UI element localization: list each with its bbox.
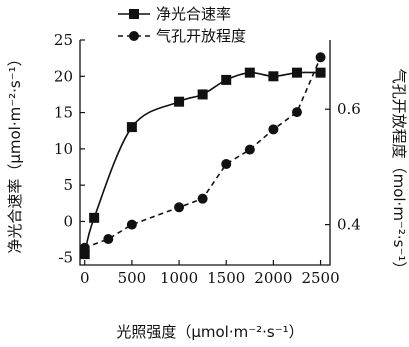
series-0-point [79, 249, 90, 260]
series-0-point [221, 74, 232, 85]
left-tick-label: 15 [54, 104, 73, 122]
right-tick-label: 0.6 [337, 100, 361, 118]
series-0-point [291, 67, 302, 78]
series-0-point [174, 96, 185, 107]
series-1-point [315, 52, 326, 63]
x-tick-label: 2000 [254, 269, 292, 287]
series-0-point [89, 212, 100, 223]
left-tick-label: 20 [54, 67, 73, 85]
chart-series [79, 52, 326, 260]
left-tick-label: 5 [63, 176, 73, 194]
series-0-point [315, 67, 326, 78]
right-axis-label: 气孔开放程度（mol·m⁻²·s⁻¹） [390, 69, 408, 277]
x-tick-label: 0 [80, 269, 90, 287]
chart-axis-labels: 光照强度（μmol·m⁻²·s⁻¹） 净光合速率（μmol·m⁻²·s⁻¹） 气孔开… [6, 51, 408, 341]
series-1-point [268, 124, 279, 135]
series-1-point [244, 144, 255, 155]
x-tick-label: 1000 [160, 269, 198, 287]
x-tick-label: 1500 [207, 269, 245, 287]
series-1-point [103, 234, 114, 245]
x-tick-label: 500 [118, 269, 147, 287]
series-0-point [244, 67, 255, 78]
series-0-point [268, 71, 279, 82]
legend-1-marker [129, 31, 139, 41]
legend-1-label: 气孔开放程度 [156, 27, 246, 45]
right-tick-label: 0.4 [337, 216, 361, 234]
series-1-point [79, 242, 90, 253]
series-1-line [84, 56, 322, 249]
series-1-point [197, 193, 208, 204]
left-axis-label: 净光合速率（μmol·m⁻²·s⁻¹） [6, 51, 24, 253]
left-tick-label: 10 [54, 140, 73, 158]
chart-axes: -5 0 5 10 15 20 25 0.4 0.6 0 500 1000 1500 2000 2500 [54, 31, 361, 287]
left-tick-label: -5 [58, 249, 73, 267]
series-1-point [291, 107, 302, 118]
series-1-point [174, 202, 185, 213]
axis-frame [79, 40, 331, 266]
legend-0-marker [129, 9, 139, 19]
left-tick-label: 0 [63, 212, 73, 230]
series-0-point [197, 89, 208, 100]
x-tick-label: 2500 [301, 269, 339, 287]
legend-0-label: 净光合速率 [156, 5, 231, 23]
series-1-point [221, 159, 232, 170]
left-tick-label: 25 [54, 31, 73, 49]
series-0-point [126, 122, 137, 133]
x-axis-label: 光照强度（μmol·m⁻²·s⁻¹） [116, 323, 303, 341]
series-1-point [126, 219, 137, 230]
series-0-line [83, 71, 321, 255]
